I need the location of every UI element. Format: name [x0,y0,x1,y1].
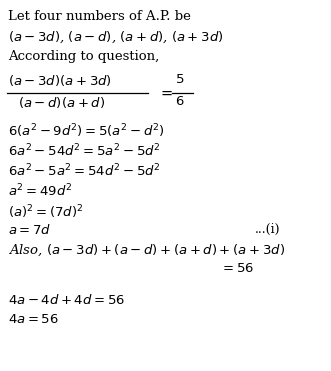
Text: $(a-d)(a+d)$: $(a-d)(a+d)$ [18,95,105,110]
Text: According to question,: According to question, [8,50,159,63]
Text: $(a - 3d)$, $(a - d)$, $(a + d)$, $(a + 3d)$: $(a - 3d)$, $(a - d)$, $(a + d)$, $(a + … [8,30,223,46]
Text: $(a)^2 = (7d)^2$: $(a)^2 = (7d)^2$ [8,203,83,221]
Text: $4a-4d+4d = 56$: $4a-4d+4d = 56$ [8,293,125,307]
Text: $6a^2-5a^2 = 54d^2-5d^2$: $6a^2-5a^2 = 54d^2-5d^2$ [8,163,161,180]
Text: Let four numbers of A.P. be: Let four numbers of A.P. be [8,10,191,23]
Text: ...(i): ...(i) [255,223,280,236]
Text: $a^2 = 49d^2$: $a^2 = 49d^2$ [8,183,72,200]
Text: $4a = 56$: $4a = 56$ [8,313,59,326]
Text: $=$: $=$ [158,86,173,100]
Text: $5$: $5$ [175,73,184,86]
Text: $6a^2-54d^2 = 5a^2-5d^2$: $6a^2-54d^2 = 5a^2-5d^2$ [8,143,161,160]
Text: $a = 7d$: $a = 7d$ [8,223,51,237]
Text: $= 56$: $= 56$ [220,262,254,275]
Text: $6$: $6$ [175,95,184,108]
Text: $(a-3d)(a+3d)$: $(a-3d)(a+3d)$ [8,73,112,88]
Text: Also, $(a-3d)+(a-d)+(a+d)+(a+3d)$: Also, $(a-3d)+(a-d)+(a+d)+(a+3d)$ [8,243,285,259]
Text: $6(a^2-9d^2) = 5(a^2-d^2)$: $6(a^2-9d^2) = 5(a^2-d^2)$ [8,122,165,139]
